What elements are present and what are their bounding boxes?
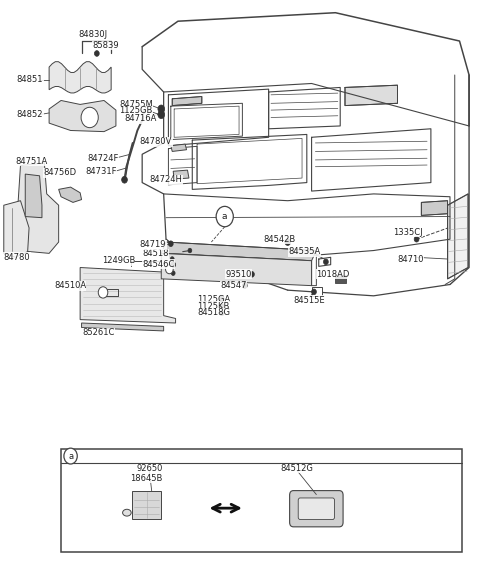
Text: 18645B: 18645B: [130, 473, 163, 483]
Circle shape: [158, 110, 165, 118]
Text: 93510: 93510: [226, 270, 252, 279]
Circle shape: [168, 241, 173, 246]
Text: 84724H: 84724H: [149, 175, 182, 184]
Text: 92650: 92650: [136, 464, 163, 473]
Circle shape: [216, 207, 233, 226]
Circle shape: [312, 289, 316, 295]
Text: 1125KB: 1125KB: [197, 302, 229, 311]
Polygon shape: [345, 85, 397, 106]
Text: 84716A: 84716A: [124, 114, 157, 123]
Text: 84780: 84780: [4, 253, 30, 262]
Circle shape: [98, 287, 108, 298]
Text: 85261C: 85261C: [83, 328, 115, 337]
Bar: [61, 449, 462, 552]
Text: 84518: 84518: [142, 249, 168, 258]
Text: 84751A: 84751A: [16, 156, 48, 166]
Circle shape: [324, 259, 328, 265]
Circle shape: [219, 310, 224, 316]
Text: 84851: 84851: [17, 75, 43, 84]
Polygon shape: [132, 491, 161, 519]
Text: 84724F: 84724F: [87, 154, 119, 163]
Text: 84710: 84710: [397, 254, 424, 263]
Circle shape: [166, 265, 173, 274]
Text: 84852: 84852: [17, 110, 43, 119]
FancyBboxPatch shape: [289, 490, 343, 527]
Text: 1335CJ: 1335CJ: [393, 228, 422, 237]
Text: 84542B: 84542B: [264, 234, 296, 244]
Text: 1125GA: 1125GA: [197, 295, 230, 304]
Bar: [336, 275, 346, 283]
Circle shape: [121, 176, 127, 183]
Text: 84731F: 84731F: [85, 167, 117, 176]
Circle shape: [171, 262, 176, 267]
Circle shape: [414, 236, 419, 242]
Text: 85839: 85839: [92, 41, 119, 50]
Text: 1125GB: 1125GB: [119, 106, 153, 115]
Polygon shape: [80, 267, 176, 323]
Circle shape: [81, 108, 98, 127]
Polygon shape: [172, 97, 202, 106]
Polygon shape: [447, 194, 468, 279]
Text: 84518G: 84518G: [197, 308, 230, 318]
Polygon shape: [421, 201, 447, 216]
Text: 1018AD: 1018AD: [316, 270, 350, 279]
Polygon shape: [18, 163, 59, 253]
Polygon shape: [173, 170, 189, 179]
Polygon shape: [59, 187, 82, 203]
Polygon shape: [49, 61, 111, 93]
Text: 84515E: 84515E: [293, 296, 325, 305]
Circle shape: [242, 283, 247, 288]
Text: 84546C: 84546C: [142, 259, 175, 269]
Polygon shape: [82, 323, 164, 331]
Text: 84755M: 84755M: [119, 100, 153, 109]
Text: 84510A: 84510A: [54, 281, 86, 290]
FancyBboxPatch shape: [298, 498, 335, 519]
Polygon shape: [25, 174, 42, 218]
Text: 84512G: 84512G: [281, 464, 314, 473]
Polygon shape: [49, 101, 116, 131]
Circle shape: [285, 238, 290, 245]
Text: 84719: 84719: [140, 240, 166, 249]
Circle shape: [158, 105, 165, 113]
Circle shape: [64, 448, 77, 464]
Text: 84547: 84547: [220, 281, 246, 290]
Circle shape: [250, 271, 254, 277]
Circle shape: [170, 257, 174, 261]
Circle shape: [95, 51, 99, 56]
Circle shape: [188, 248, 192, 253]
Circle shape: [219, 296, 224, 302]
Text: 1249GB: 1249GB: [102, 256, 135, 265]
Text: a: a: [68, 452, 73, 460]
Polygon shape: [4, 201, 29, 257]
Text: 84830J: 84830J: [79, 30, 108, 39]
Bar: [312, 287, 322, 296]
Text: 84780V: 84780V: [140, 137, 172, 146]
Circle shape: [171, 271, 175, 275]
Ellipse shape: [122, 509, 131, 516]
Text: a: a: [222, 212, 228, 221]
Circle shape: [220, 304, 224, 308]
Polygon shape: [161, 253, 312, 286]
Polygon shape: [171, 144, 187, 151]
Text: 84535A: 84535A: [288, 247, 321, 256]
Text: 84756D: 84756D: [43, 168, 76, 178]
Polygon shape: [161, 242, 316, 261]
